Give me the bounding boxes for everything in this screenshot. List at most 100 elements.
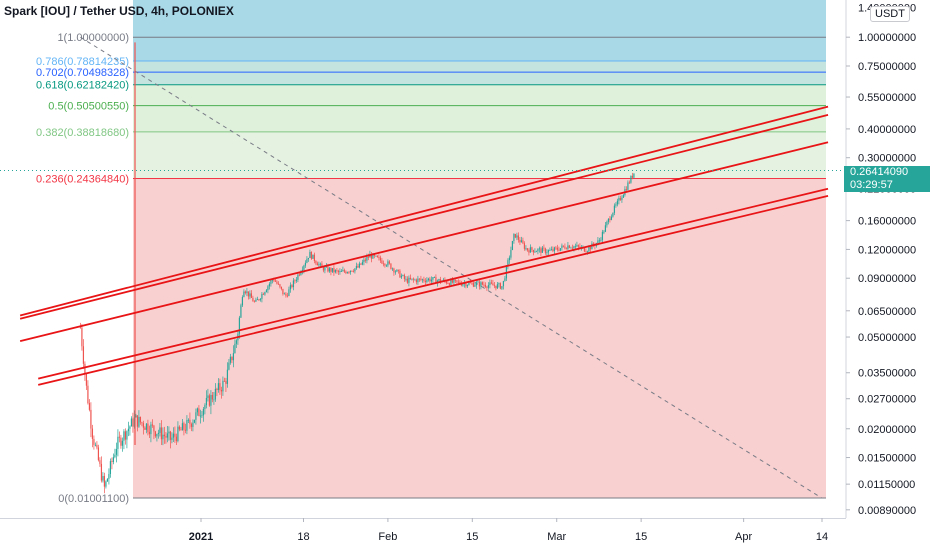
candle-body [375,255,377,257]
candle-body [355,266,358,269]
fib-zone [133,61,826,73]
candle-body [201,415,203,417]
candle-body [175,436,178,442]
candle-body [90,409,92,429]
candle-body [615,204,617,206]
price-tick-label: 0.02000000 [858,424,916,436]
price-axis[interactable] [846,0,932,550]
candle-body [423,279,425,281]
channel-line[interactable] [38,194,829,386]
candle-body [379,257,382,261]
current-price: 0.26414090 [850,166,909,178]
candle-body [220,390,223,392]
candle-body [141,422,143,424]
candle-body [289,285,292,290]
candle-body [99,460,101,464]
currency-button[interactable]: USDT [870,6,910,22]
candle-body [310,251,313,259]
channel-line[interactable] [19,105,829,317]
candle-body [373,253,376,256]
candle-body [348,272,350,273]
candle-body [204,405,206,409]
candle-body [607,218,610,222]
candle-body [190,423,193,427]
candle-body [325,266,328,268]
candle-body [570,247,572,249]
candle-body [603,231,605,233]
time-tick-label: Feb [378,531,397,543]
candle-body [453,279,455,283]
candle-body [154,431,157,437]
candle-body [120,437,122,446]
candle-body [370,254,373,259]
candle-body [313,254,316,262]
candle-body [96,444,98,448]
candle-body [513,233,515,242]
candle-body [406,278,409,283]
candle-body [451,279,454,283]
candle-body [529,247,532,253]
candle-body [427,278,430,281]
candle-body [601,231,604,240]
bar-countdown: 03:29:57 [850,179,893,191]
candle-body [262,293,265,295]
fib-zone [133,72,826,85]
candle-body [165,436,167,438]
candle-body [118,436,121,438]
candle-body [85,374,88,386]
candle-body [622,195,625,198]
fib-zone [133,105,826,132]
candle-body [408,277,410,283]
candle-body [213,399,215,401]
candle-body [376,255,379,258]
candle-body [336,270,338,271]
candle-body [303,265,305,270]
candle-body [585,251,587,253]
time-axis[interactable] [0,518,932,550]
candle-body [106,478,109,482]
candle-body [501,286,503,289]
candle-body [234,343,236,354]
time-tick-label: 2021 [189,531,213,543]
candle-body [93,438,95,445]
channel-line[interactable] [19,141,829,343]
fib-zone [133,131,826,179]
candle-body [388,261,391,264]
candle-body [415,279,418,283]
candle-body [504,278,506,281]
candle-body [196,408,199,413]
candle-body [342,270,344,272]
candle-body [253,301,256,303]
candle-body [192,422,194,427]
candle-body [546,252,548,254]
candle-body [493,285,496,287]
price-tick-label: 0.06500000 [858,306,916,318]
candle-body [171,437,173,440]
candle-body [294,280,296,282]
candle-body [193,419,196,423]
candle-body [211,394,214,400]
candle-body [418,278,421,280]
channel-line[interactable] [19,114,829,320]
candle-body [111,461,113,462]
candle-body [222,380,224,392]
fib-trend-line[interactable] [80,36,823,499]
candle-body [435,277,437,284]
candle-body [606,221,608,226]
candle-body [502,280,505,287]
candle-body [295,279,298,281]
candle-body [280,286,283,289]
candle-body [598,240,601,242]
candle-body [121,440,124,446]
channel-line[interactable] [38,187,829,380]
price-tick-label: 0.05000000 [858,332,916,344]
candle-body [94,444,97,446]
candle-body [534,251,536,253]
candle-body [205,397,208,406]
candle-body [214,388,217,400]
candle-body [160,427,163,440]
candle-body [145,423,148,430]
candle-body [183,423,185,430]
candle-body [126,431,128,440]
